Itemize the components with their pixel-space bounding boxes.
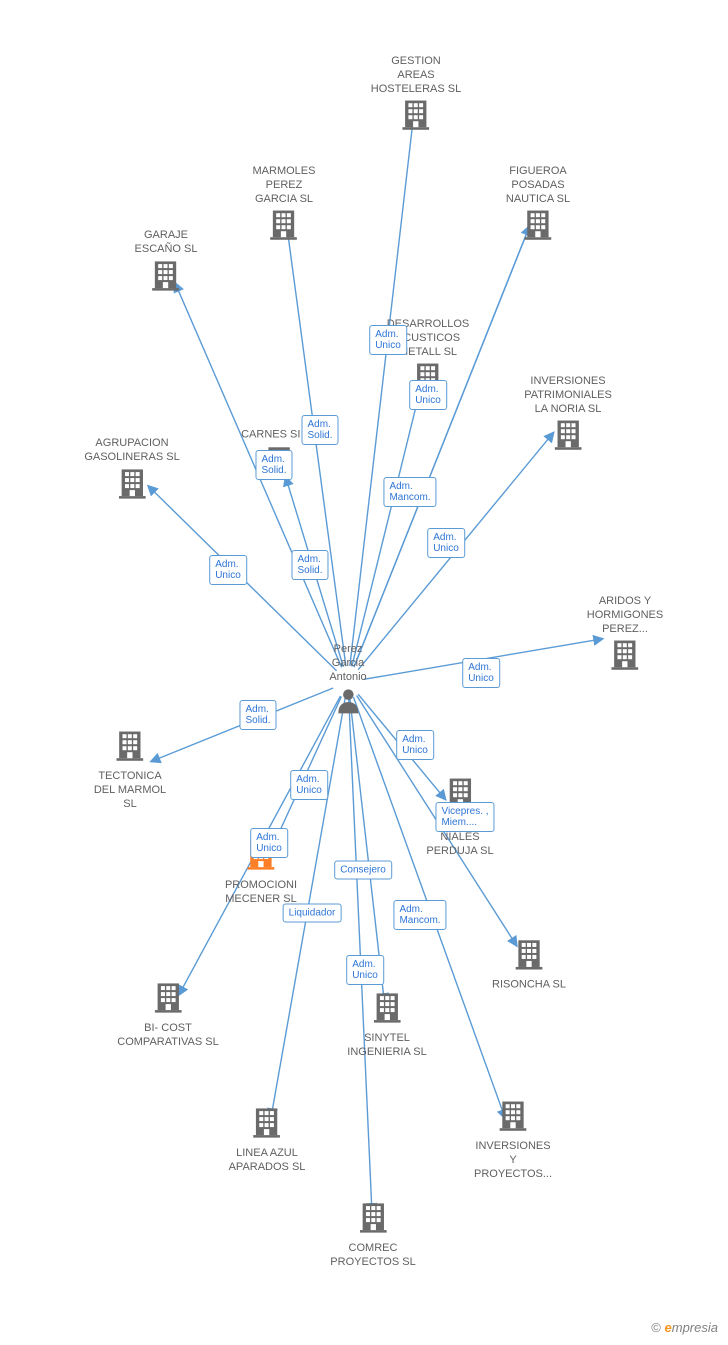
edge-label: Consejero <box>334 861 392 880</box>
node-label: COMREC PROYECTOS SL <box>330 1242 415 1270</box>
node-label: Perez Garcia Antonio <box>329 643 366 684</box>
node-label: SINYTEL INGENIERIA SL <box>347 1032 426 1060</box>
edge-label: Adm. Unico <box>462 658 500 688</box>
edge-label: Adm. Solid. <box>239 700 276 730</box>
node-sinytel[interactable]: SINYTEL INGENIERIA SL <box>347 991 426 1060</box>
node-label: ARIDOS Y HORMIGONES PEREZ... <box>587 595 663 636</box>
node-garaje-escano[interactable]: GARAJE ESCAÑO SL <box>135 229 198 296</box>
edge-label: Adm. Unico <box>209 555 247 585</box>
edge-label: Adm. Unico <box>290 770 328 800</box>
building-icon <box>552 418 584 455</box>
building-icon <box>268 208 300 245</box>
edge-label: Vicepres. , Miem.... <box>435 802 494 832</box>
node-label: INVERSIONES PATRIMONIALES LA NORIA SL <box>524 375 612 416</box>
node-bi-cost[interactable]: BI- COST COMPARATIVAS SL <box>117 981 218 1050</box>
edge-line <box>354 225 530 667</box>
building-icon <box>513 938 545 975</box>
building-icon <box>251 1106 283 1143</box>
edge-label: Adm. Unico <box>409 380 447 410</box>
node-aridos[interactable]: ARIDOS Y HORMIGONES PEREZ... <box>587 595 663 675</box>
watermark: © empresia <box>651 1320 718 1335</box>
node-agrupacion-gas[interactable]: AGRUPACION GASOLINERAS SL <box>84 437 179 504</box>
node-label: MARMOLES PEREZ GARCIA SL <box>253 165 316 206</box>
building-icon <box>371 991 403 1028</box>
building-icon <box>150 258 182 295</box>
node-label: LINEA AZUL APARADOS SL <box>229 1147 306 1175</box>
building-icon <box>114 729 146 766</box>
building-icon <box>152 981 184 1018</box>
building-icon <box>497 1099 529 1136</box>
person-icon <box>333 686 363 721</box>
edge-label: Liquidador <box>283 904 342 923</box>
edge-label: Adm. Unico <box>250 828 288 858</box>
node-label: INVERSIONES Y PROYECTOS... <box>474 1140 552 1181</box>
building-icon <box>116 466 148 503</box>
edge-label: Adm. Unico <box>427 528 465 558</box>
building-icon <box>357 1201 389 1238</box>
node-comrec[interactable]: COMREC PROYECTOS SL <box>330 1201 415 1270</box>
node-label: TECTONICA DEL MARMOL SL <box>94 770 166 811</box>
edge-line <box>354 225 530 667</box>
node-marmoles-perez[interactable]: MARMOLES PEREZ GARCIA SL <box>253 165 316 245</box>
network-diagram: © empresia Perez Garcia Antonio GESTION … <box>0 0 728 1345</box>
node-perez-garcia-antonio[interactable]: Perez Garcia Antonio <box>329 643 366 721</box>
edge-label: Adm. Mancom. <box>383 477 436 507</box>
building-icon <box>400 98 432 135</box>
node-risoncha[interactable]: RISONCHA SL <box>492 938 566 993</box>
node-inv-proyectos[interactable]: INVERSIONES Y PROYECTOS... <box>474 1099 552 1181</box>
edge-line <box>352 379 423 666</box>
brand-logo: empresia <box>665 1320 718 1335</box>
node-figueroa[interactable]: FIGUEROA POSADAS NAUTICA SL <box>506 165 570 245</box>
edge-label: Adm. Solid. <box>301 415 338 445</box>
node-label: BI- COST COMPARATIVAS SL <box>117 1022 218 1050</box>
edge-label: Adm. Solid. <box>291 550 328 580</box>
edge-label: Adm. Unico <box>346 955 384 985</box>
node-label: GARAJE ESCAÑO SL <box>135 229 198 257</box>
node-label: FIGUEROA POSADAS NAUTICA SL <box>506 165 570 206</box>
copyright-symbol: © <box>651 1320 661 1335</box>
building-icon <box>522 208 554 245</box>
building-icon <box>609 638 641 675</box>
node-gestion-areas[interactable]: GESTION AREAS HOSTELERAS SL <box>371 55 461 135</box>
node-linea-azul[interactable]: LINEA AZUL APARADOS SL <box>229 1106 306 1175</box>
edge-label: Adm. Unico <box>369 325 407 355</box>
node-inversiones-pat[interactable]: INVERSIONES PATRIMONIALES LA NORIA SL <box>524 375 612 455</box>
edge-label: Adm. Mancom. <box>393 900 446 930</box>
node-label: RISONCHA SL <box>492 979 566 993</box>
node-label: AGRUPACION GASOLINERAS SL <box>84 437 179 465</box>
node-label: GESTION AREAS HOSTELERAS SL <box>371 55 461 96</box>
node-tectonica[interactable]: TECTONICA DEL MARMOL SL <box>94 729 166 811</box>
edge-label: Adm. Solid. <box>255 450 292 480</box>
edge-label: Adm. Unico <box>396 730 434 760</box>
node-label: PROMOCIONI MECENER SL <box>225 879 297 907</box>
